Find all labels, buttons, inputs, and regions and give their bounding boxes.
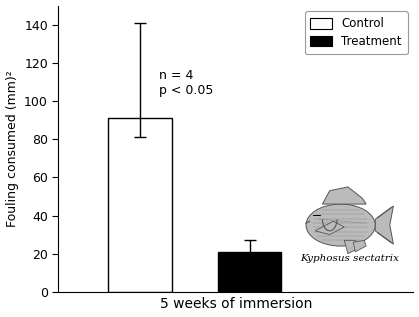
Bar xyxy=(109,118,172,292)
Text: Kyphosus sectatrix: Kyphosus sectatrix xyxy=(300,254,399,263)
Legend: Control, Treatment: Control, Treatment xyxy=(305,11,408,54)
Text: n = 4
p < 0.05: n = 4 p < 0.05 xyxy=(158,68,213,97)
Polygon shape xyxy=(375,206,393,244)
Bar xyxy=(218,252,282,292)
Polygon shape xyxy=(322,187,366,204)
Ellipse shape xyxy=(306,204,375,246)
X-axis label: 5 weeks of immersion: 5 weeks of immersion xyxy=(160,297,312,311)
Polygon shape xyxy=(353,240,366,252)
Y-axis label: Fouling consumed (mm)²: Fouling consumed (mm)² xyxy=(5,70,18,227)
Polygon shape xyxy=(344,240,359,254)
FancyArrowPatch shape xyxy=(378,232,391,243)
FancyArrowPatch shape xyxy=(378,208,391,218)
Polygon shape xyxy=(315,221,344,235)
